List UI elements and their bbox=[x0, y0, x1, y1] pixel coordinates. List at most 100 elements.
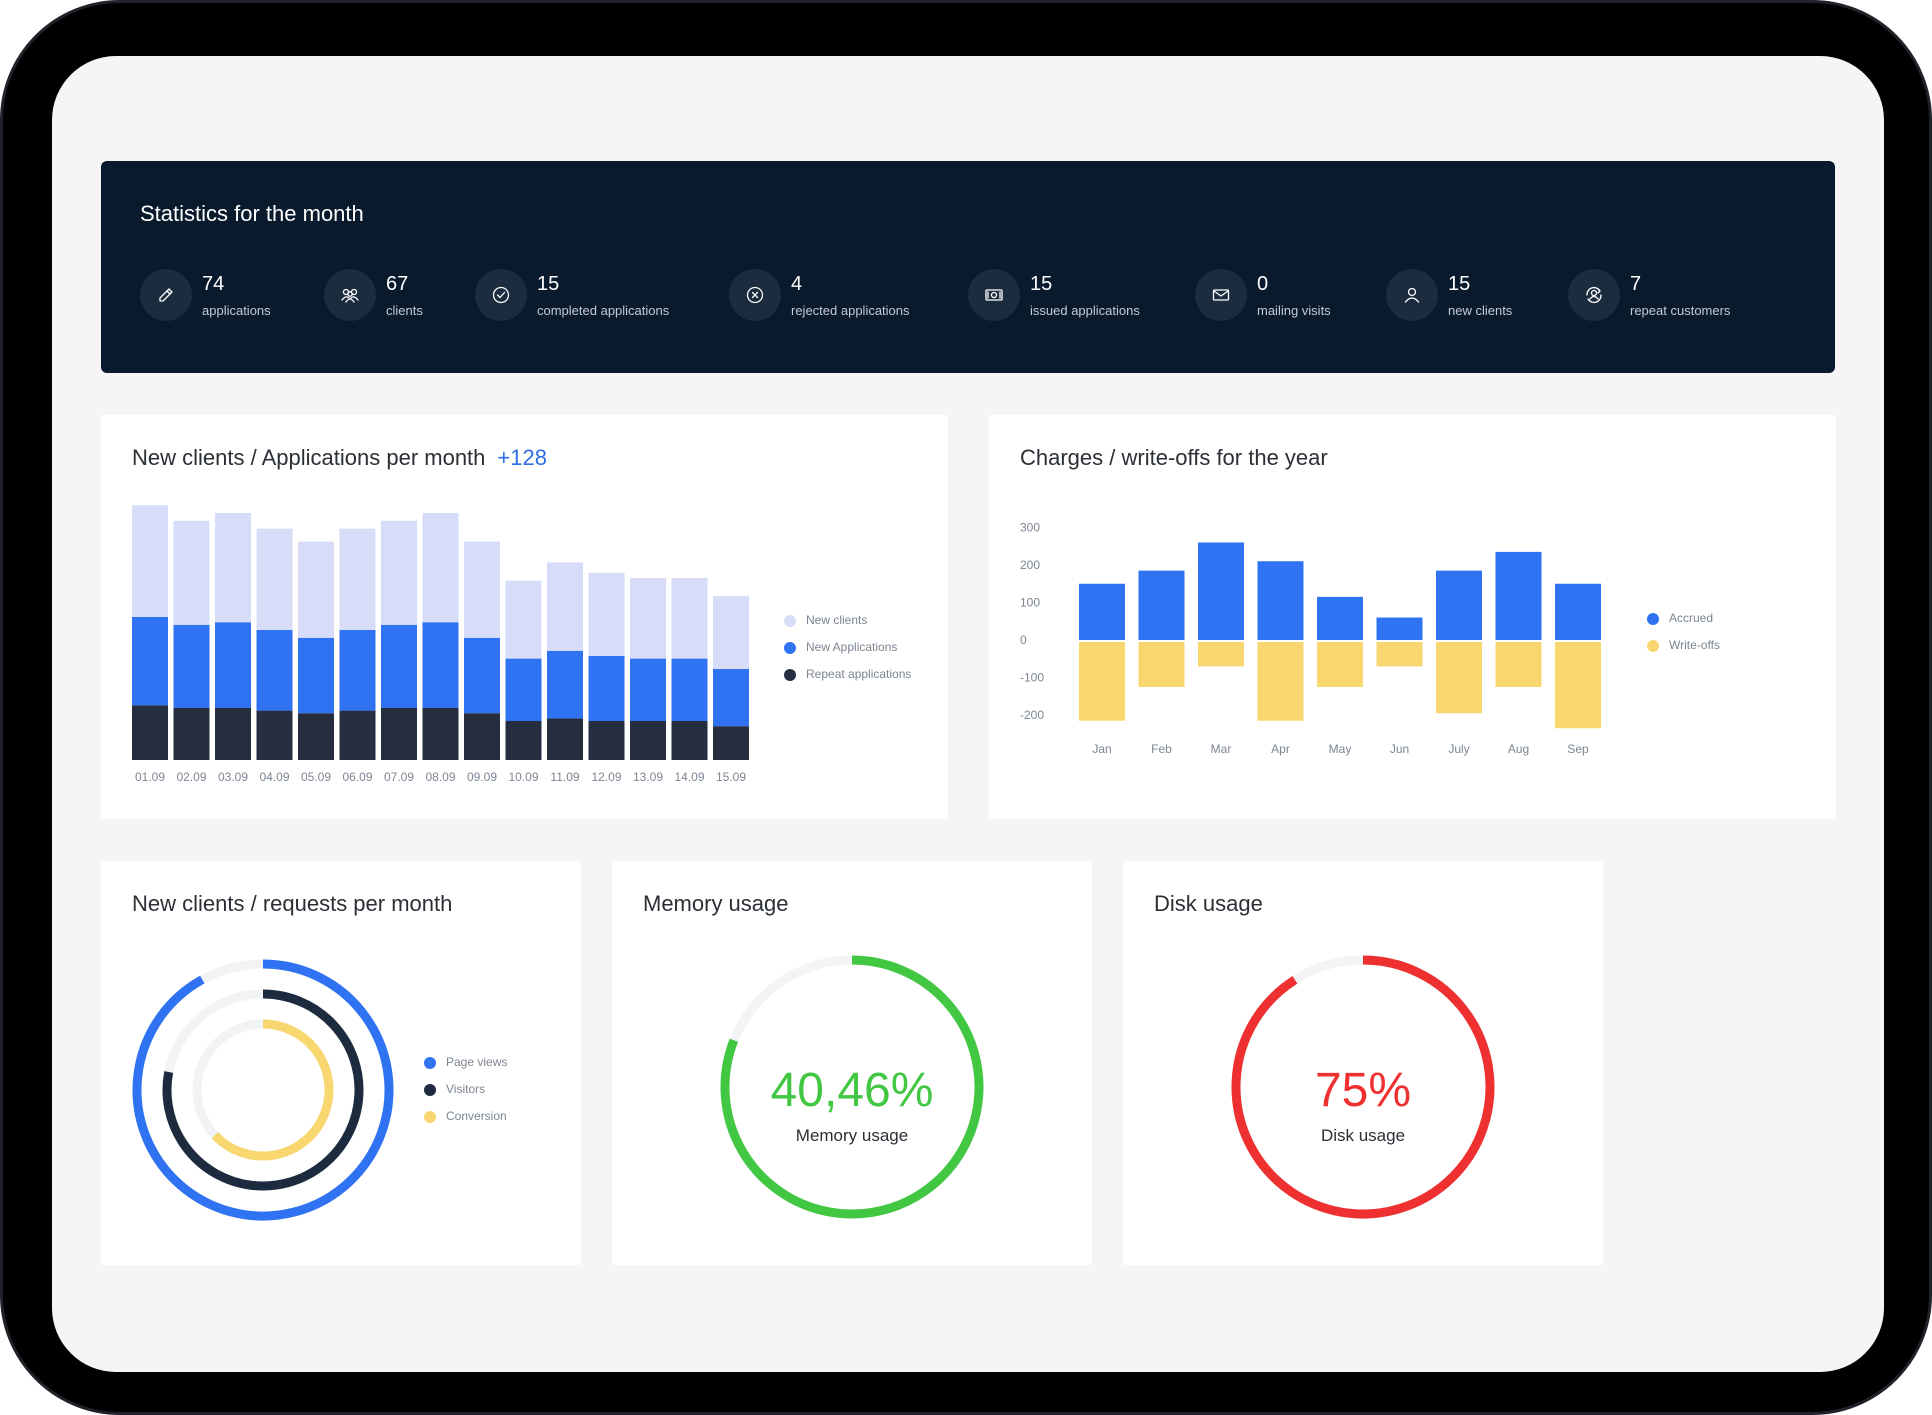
bar-new-clients bbox=[215, 513, 251, 623]
x-tick-label: 14.09 bbox=[674, 770, 704, 784]
y-tick-label: 200 bbox=[1020, 558, 1040, 572]
legend-swatch bbox=[784, 642, 796, 654]
charges-chart-card: Charges / write-offs for the year 300 200… bbox=[989, 415, 1836, 819]
memory-usage-gauge bbox=[720, 955, 984, 1219]
applications-chart-title: New clients / Applications per month +128 bbox=[132, 445, 547, 471]
x-tick-label: Jan bbox=[1092, 742, 1111, 756]
y-tick-label: 0 bbox=[1020, 633, 1027, 647]
gauge-arc bbox=[720, 955, 984, 1219]
x-tick-label: Mar bbox=[1211, 742, 1232, 756]
stat-value: 0 bbox=[1257, 273, 1269, 295]
bar-write-offs bbox=[1495, 642, 1542, 687]
memory-usage-label: Memory usage bbox=[795, 1126, 909, 1145]
bar-new-applications bbox=[588, 656, 625, 721]
applications-stacked-bar-chart: 01.09 02.09 03.09 04.09 05.09 06.09 07.09 08.09… bbox=[132, 505, 749, 784]
disk-usage-label: Disk usage bbox=[1320, 1126, 1406, 1145]
x-tick-label: 06.09 bbox=[342, 770, 372, 784]
bar-accrued bbox=[1495, 551, 1542, 640]
x-tick-label: 15.09 bbox=[716, 770, 746, 784]
applications-total-badge: +128 bbox=[497, 445, 547, 470]
y-tick-label: -100 bbox=[1020, 671, 1044, 685]
stat-value: 15 bbox=[1448, 273, 1471, 295]
bar-new-clients bbox=[298, 541, 334, 638]
bar-repeat-applications bbox=[339, 710, 376, 760]
legend-swatch bbox=[424, 1111, 436, 1123]
memory-usage-card: Memory usage 40,46% Memory usage bbox=[612, 861, 1092, 1265]
bar-new-clients bbox=[505, 580, 542, 659]
memory-usage-value: 40,46% bbox=[770, 1064, 934, 1117]
stat-icon-badge bbox=[1386, 269, 1438, 321]
bar-write-offs bbox=[1436, 642, 1482, 714]
x-tick-label: 04.09 bbox=[259, 770, 289, 784]
stat-value: 67 bbox=[386, 273, 409, 295]
stat-icon-badge bbox=[968, 269, 1020, 321]
x-tick-label: 01.09 bbox=[135, 770, 165, 784]
stat-label: clients bbox=[386, 303, 423, 318]
y-tick-label: -200 bbox=[1020, 708, 1044, 722]
bar-new-applications bbox=[713, 669, 749, 727]
legend-swatch bbox=[424, 1057, 436, 1069]
bar-repeat-applications bbox=[588, 721, 625, 760]
stat-label: mailing visits bbox=[1257, 303, 1331, 318]
disk-usage-title: Disk usage bbox=[1154, 891, 1263, 916]
stat-icon-badge bbox=[324, 269, 376, 321]
bar-new-clients bbox=[630, 578, 666, 659]
legend-label: Page views bbox=[446, 1055, 508, 1069]
stat-label: issued applications bbox=[1030, 303, 1140, 318]
bar-new-applications bbox=[671, 658, 708, 721]
bar-repeat-applications bbox=[464, 713, 500, 760]
card-title-text: New clients / Applications per month bbox=[132, 445, 486, 470]
disk-usage-value: 75% bbox=[1314, 1064, 1412, 1117]
bar-new-clients bbox=[339, 528, 376, 630]
x-tick-label: July bbox=[1448, 742, 1469, 756]
bar-repeat-applications bbox=[671, 721, 708, 760]
bar-new-clients bbox=[381, 520, 417, 625]
applications-chart-card: New clients / Applications per month +128… bbox=[101, 415, 948, 819]
legend-swatch bbox=[784, 669, 796, 681]
banknote-icon bbox=[985, 289, 1003, 301]
x-tick-label: 08.09 bbox=[425, 770, 455, 784]
bar-repeat-applications bbox=[173, 708, 210, 760]
bar-write-offs bbox=[1079, 642, 1125, 721]
bar-repeat-applications bbox=[381, 708, 417, 760]
user-icon bbox=[1404, 287, 1420, 303]
ring-conversion bbox=[211, 1019, 334, 1161]
bar-new-applications bbox=[298, 637, 334, 714]
legend-swatch bbox=[1647, 613, 1659, 625]
bar-accrued bbox=[1079, 583, 1125, 640]
bar-repeat-applications bbox=[630, 721, 666, 760]
bar-new-applications bbox=[464, 637, 500, 714]
bar-accrued bbox=[1436, 570, 1482, 640]
bar-write-offs bbox=[1138, 642, 1185, 687]
gauge-arc bbox=[1231, 955, 1495, 1219]
bar-write-offs bbox=[1317, 642, 1363, 687]
check-circle-icon bbox=[492, 286, 510, 304]
legend-label: Repeat applications bbox=[806, 667, 912, 681]
legend-swatch bbox=[784, 615, 796, 627]
requests-chart-title: New clients / requests per month bbox=[132, 891, 453, 916]
bar-new-applications bbox=[339, 630, 376, 711]
x-tick-label: 03.09 bbox=[218, 770, 248, 784]
stat-value: 4 bbox=[791, 273, 803, 295]
x-tick-label: Aug bbox=[1508, 742, 1529, 756]
legend-label: Write-offs bbox=[1669, 638, 1720, 652]
stat-label: rejected applications bbox=[791, 303, 910, 318]
x-tick-label: 09.09 bbox=[467, 770, 497, 784]
stat-value: 74 bbox=[202, 273, 225, 295]
stat-icon-badge bbox=[729, 269, 781, 321]
bar-new-clients bbox=[173, 520, 210, 625]
x-circle-icon bbox=[746, 286, 764, 304]
bar-accrued bbox=[1138, 570, 1185, 640]
bar-repeat-applications bbox=[215, 708, 251, 760]
bar-new-applications bbox=[630, 658, 666, 721]
bar-accrued bbox=[1198, 542, 1244, 640]
bar-write-offs bbox=[1376, 642, 1423, 667]
x-tick-label: 05.09 bbox=[301, 770, 331, 784]
disk-usage-card: Disk usage 75% Disk usage bbox=[1123, 861, 1603, 1265]
stat-icon-badge bbox=[1195, 269, 1247, 321]
stat-icon-badge bbox=[140, 269, 192, 321]
stat-label: applications bbox=[202, 303, 271, 318]
stat-value: 15 bbox=[1030, 273, 1053, 295]
bar-new-applications bbox=[215, 622, 251, 708]
charges-writeoffs-bar-chart: 300 200 100 0 -100 -200 Jan Feb Mar Apr May Jun July… bbox=[1020, 521, 1601, 756]
